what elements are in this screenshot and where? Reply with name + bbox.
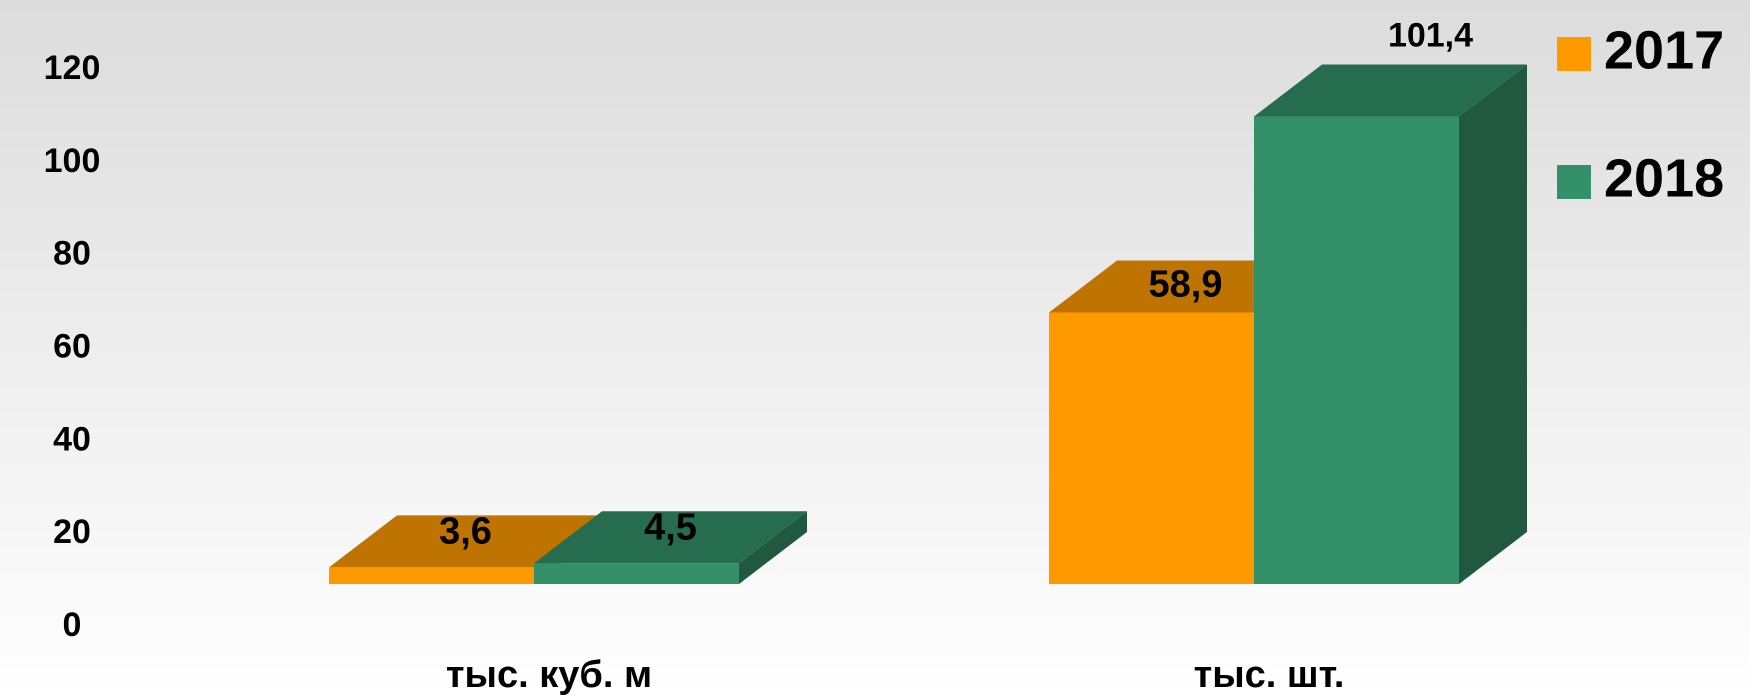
bar-side — [1459, 65, 1527, 584]
value-label: 3,6 — [439, 510, 492, 552]
legend-label: 2017 — [1604, 20, 1724, 80]
bar — [1254, 117, 1459, 584]
legend-swatch — [1557, 165, 1591, 199]
y-tick-label: 100 — [44, 142, 101, 180]
y-tick-label: 20 — [53, 513, 91, 551]
y-tick-label: 120 — [44, 49, 101, 87]
x-tick-label: тыс. куб. м — [446, 654, 652, 696]
y-tick-label: 80 — [53, 235, 91, 273]
y-tick-label: 0 — [63, 606, 82, 644]
value-label: 58,9 — [1149, 264, 1223, 306]
chart: 0 20 40 60 80 100 120 тыс. куб. м 3,6 4,5 тыс. шт.… — [0, 0, 1750, 700]
bar — [534, 563, 739, 584]
value-label: 4,5 — [644, 506, 697, 548]
legend-label: 2018 — [1604, 148, 1724, 208]
y-tick-label: 60 — [53, 327, 91, 365]
value-label: 101,4 — [1388, 17, 1473, 55]
bar — [329, 567, 534, 584]
y-tick-label: 40 — [53, 420, 91, 458]
x-tick-label: тыс. шт. — [1194, 654, 1345, 696]
legend-swatch — [1557, 37, 1591, 71]
bar — [1049, 312, 1254, 584]
